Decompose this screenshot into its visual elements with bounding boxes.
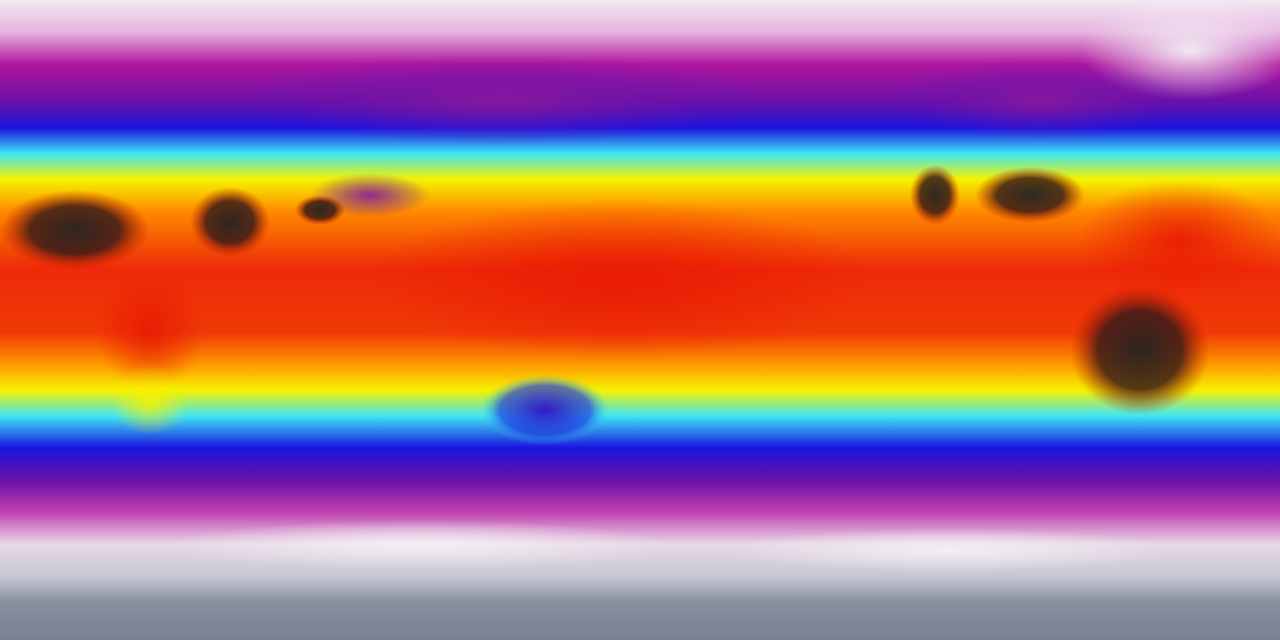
southern-ocean-swirl-east xyxy=(730,528,1170,572)
sahara xyxy=(0,190,150,270)
central-africa xyxy=(95,270,205,390)
australia xyxy=(480,375,610,445)
iran xyxy=(295,195,345,225)
siberia xyxy=(240,55,760,145)
north-america-north xyxy=(890,60,1190,140)
hot-regions xyxy=(0,165,1280,435)
southern-ocean-swirl xyxy=(170,520,670,570)
baja-mexico xyxy=(910,165,960,225)
northern-landmasses xyxy=(240,0,1280,217)
southern-landmasses xyxy=(170,375,1170,572)
pacific-warm-pool xyxy=(370,200,870,360)
mexico-us xyxy=(975,167,1085,223)
southern-africa xyxy=(110,365,190,435)
atlantic-warm xyxy=(1080,180,1280,300)
amazon-brazil xyxy=(1070,285,1210,415)
arabia xyxy=(190,187,270,257)
